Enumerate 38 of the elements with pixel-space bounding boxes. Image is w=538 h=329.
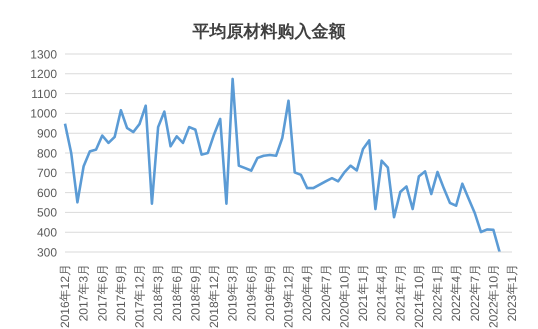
x-tick-label: 2022年7月 bbox=[468, 264, 482, 322]
y-tick-label: 400 bbox=[36, 225, 58, 240]
x-tick-label: 2018年6月 bbox=[170, 264, 184, 322]
x-tick-label: 2019年3月 bbox=[226, 264, 240, 322]
x-tick-label: 2020年10月 bbox=[337, 264, 352, 328]
x-tick-label: 2023年1月 bbox=[505, 264, 519, 322]
y-tick-label: 800 bbox=[36, 146, 58, 160]
x-tick-label: 2019年12月 bbox=[282, 264, 296, 328]
y-tick-label: 1200 bbox=[30, 67, 58, 82]
x-tick-label: 2020年4月 bbox=[300, 264, 314, 322]
x-tick-label: 2016年12月 bbox=[58, 264, 72, 328]
x-tick-label: 2022年4月 bbox=[449, 264, 464, 322]
line-series bbox=[64, 78, 501, 252]
y-tick-label: 600 bbox=[36, 186, 58, 200]
x-tick-label: 2017年12月 bbox=[132, 264, 146, 328]
x-tick-label: 2017年3月 bbox=[76, 264, 91, 322]
x-tick-label: 2017年9月 bbox=[114, 264, 128, 322]
y-tick-label: 900 bbox=[36, 126, 58, 140]
x-tick-label: 2019年6月 bbox=[244, 264, 258, 322]
chart-title: 平均原材料购入金额 bbox=[192, 21, 346, 43]
x-tick-label: 2017年6月 bbox=[95, 264, 110, 322]
x-tick-label: 2018年9月 bbox=[188, 264, 202, 322]
y-tick-label: 1000 bbox=[30, 106, 58, 121]
y-tick-label: 300 bbox=[36, 245, 58, 260]
x-tick-label: 2021年7月 bbox=[393, 264, 408, 322]
x-tick-label: 2022年1月 bbox=[430, 264, 444, 322]
x-tick-label: 2018年3月 bbox=[151, 264, 166, 322]
x-tick-label: 2021年1月 bbox=[356, 264, 370, 322]
y-tick-label: 500 bbox=[36, 206, 58, 220]
x-tick-label: 2021年4月 bbox=[374, 264, 389, 322]
x-tick-label: 2021年10月 bbox=[412, 264, 426, 328]
x-tick-label: 2022年10月 bbox=[486, 264, 500, 328]
x-tick-label: 2019年9月 bbox=[262, 264, 277, 322]
y-tick-label: 700 bbox=[36, 166, 58, 180]
y-tick-label: 1100 bbox=[31, 86, 58, 101]
y-tick-label: 1300 bbox=[30, 47, 58, 62]
x-tick-label: 2018年12月 bbox=[207, 264, 221, 328]
x-tick-label: 2020年7月 bbox=[318, 264, 333, 322]
